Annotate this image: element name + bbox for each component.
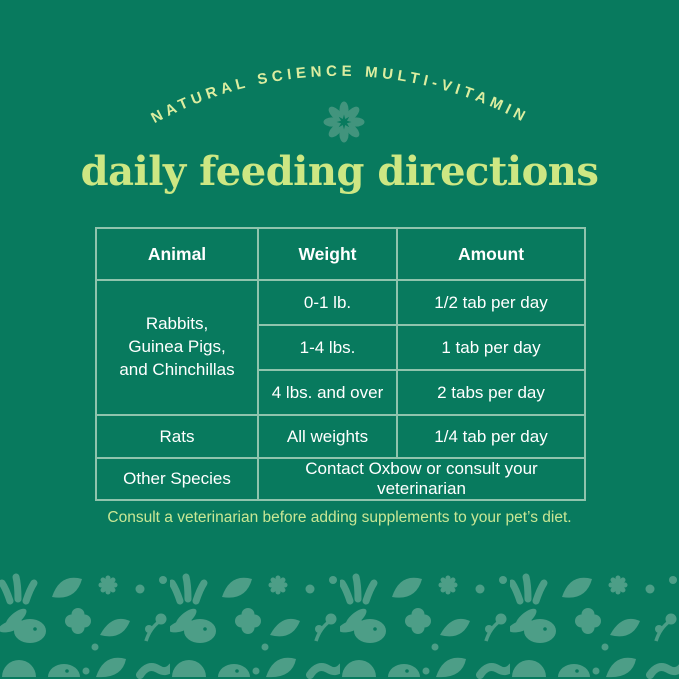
table-row: Rabbits, Guinea Pigs, and Chinchillas 0-… (95, 279, 586, 416)
table-row: 4 lbs. and over 2 tabs per day (96, 369, 586, 416)
table-header-row: Animal Weight Amount (95, 227, 586, 281)
page-title: daily feeding directions (80, 148, 599, 195)
amount-cell: 1/4 tab per day (396, 414, 586, 459)
animal-cell-rabbits-group: Rabbits, Guinea Pigs, and Chinchillas (95, 279, 259, 416)
header-arc: NATURAL SCIENCE MULTI-VITAMIN (148, 63, 527, 143)
amount-cell: 2 tabs per day (396, 369, 586, 416)
flower-rosette-icon (323, 101, 365, 143)
table-row: 1-4 lbs. 1 tab per day (96, 324, 586, 371)
column-header-amount: Amount (396, 227, 586, 281)
amount-cell: 1/2 tab per day (396, 279, 586, 326)
decorative-pattern-band (0, 571, 679, 679)
weight-cell: 4 lbs. and over (257, 369, 398, 416)
feeding-directions-table: Animal Weight Amount Rabbits, Guinea Pig… (95, 227, 586, 501)
veterinarian-footnote: Consult a veterinarian before adding sup… (107, 509, 572, 526)
weight-cell: All weights (257, 414, 398, 459)
table-row: Rats All weights 1/4 tab per day (95, 414, 586, 459)
column-header-animal: Animal (95, 227, 259, 281)
amount-cell: 1 tab per day (396, 324, 586, 371)
weight-cell: 1-4 lbs. (257, 324, 398, 371)
other-species-note-cell: Contact Oxbow or consult your veterinari… (257, 457, 586, 501)
column-header-weight: Weight (257, 227, 398, 281)
animal-cell-rats: Rats (95, 414, 259, 459)
weight-cell: 0-1 lb. (257, 279, 398, 326)
animal-cell-other-species: Other Species (95, 457, 259, 501)
table-row: Other Species Contact Oxbow or consult y… (95, 457, 586, 501)
